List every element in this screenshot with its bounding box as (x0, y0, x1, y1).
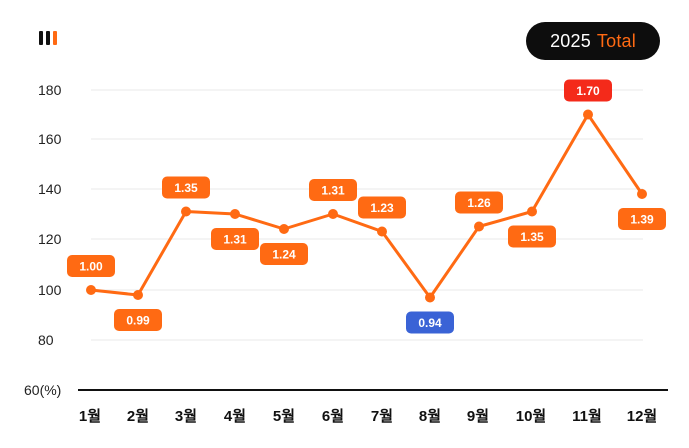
data-label-box (455, 191, 503, 214)
data-label: 1.70 (576, 84, 600, 98)
data-point (181, 206, 191, 217)
data-label-box (211, 228, 259, 250)
badge-year: 2025 (550, 30, 591, 51)
data-point (377, 226, 387, 237)
y-tick-label: 120 (38, 231, 62, 247)
data-label-box (260, 243, 308, 265)
logo-bar-2 (46, 31, 50, 45)
data-label: 1.24 (272, 248, 296, 262)
y-tick-label: 100 (38, 282, 62, 298)
data-label: 1.23 (370, 201, 394, 215)
x-tick-label: 7월 (371, 408, 393, 425)
x-tick-label: 5월 (273, 408, 295, 425)
x-tick-label: 4월 (224, 408, 246, 425)
data-label-box (114, 309, 162, 331)
data-label-box (618, 208, 666, 230)
data-label-box (67, 255, 115, 277)
data-label: 0.94 (418, 316, 442, 330)
y-tick-label: 160 (38, 131, 62, 147)
x-tick-label: 11월 (572, 408, 602, 425)
logo-bar-3 (53, 31, 57, 45)
total-badge: 2025 Total (526, 22, 660, 60)
x-tick-label: 2월 (127, 408, 149, 425)
data-point (279, 224, 289, 234)
x-tick-label: 6월 (322, 408, 344, 425)
data-point (583, 109, 593, 120)
data-label-box (406, 311, 454, 334)
y-tick-label: 60(%) (24, 382, 61, 398)
x-tick-label: 3월 (175, 408, 197, 425)
data-point (637, 189, 647, 199)
x-tick-label: 12월 (627, 408, 658, 425)
x-tick-label: 9월 (467, 408, 489, 425)
badge-word: Total (596, 30, 636, 51)
x-tick-label: 1월 (79, 408, 101, 425)
data-label: 0.99 (126, 314, 150, 328)
series-line (89, 113, 644, 299)
x-tick-label: 8월 (419, 408, 441, 425)
data-point (474, 221, 484, 232)
data-label-box (162, 176, 210, 199)
logo-bar-1 (39, 31, 43, 45)
data-label: 1.00 (79, 260, 103, 274)
data-label: 1.26 (467, 196, 491, 210)
y-tick-label: 180 (38, 82, 62, 98)
data-point (86, 285, 96, 295)
data-label: 1.31 (321, 184, 345, 198)
data-label: 1.35 (520, 230, 544, 244)
data-point (425, 292, 435, 303)
data-point (328, 209, 338, 219)
y-tick-label: 80 (38, 332, 54, 348)
data-point (133, 290, 143, 300)
data-label: 1.39 (630, 213, 654, 227)
data-label: 1.31 (223, 233, 247, 247)
data-label-box (309, 179, 357, 201)
data-point (230, 209, 240, 219)
logo-icon (39, 31, 57, 45)
data-point (527, 206, 537, 217)
data-label: 1.35 (174, 181, 198, 195)
y-tick-label: 140 (38, 181, 62, 197)
data-label-box (564, 79, 612, 102)
x-tick-label: 10월 (516, 408, 547, 425)
data-label-box (358, 196, 406, 219)
data-label-box (508, 225, 556, 248)
